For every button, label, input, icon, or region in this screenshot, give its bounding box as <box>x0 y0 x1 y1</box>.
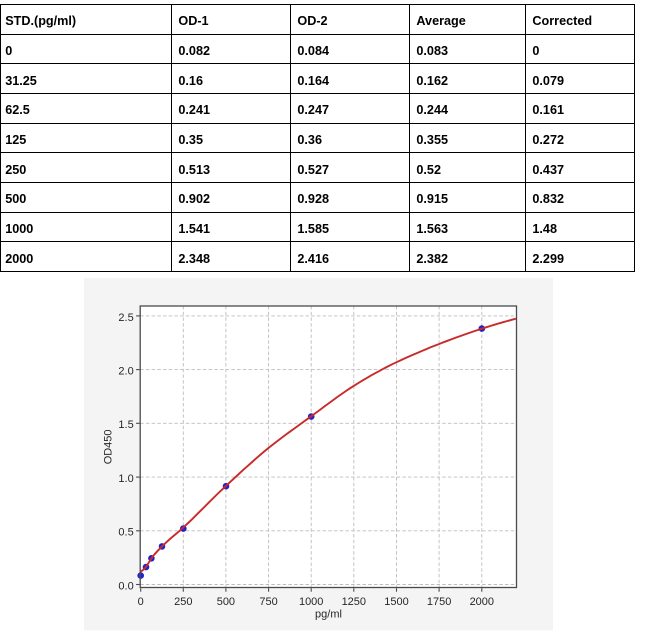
svg-text:2.0: 2.0 <box>118 366 133 378</box>
svg-text:1.0: 1.0 <box>118 473 133 485</box>
svg-text:2000: 2000 <box>470 596 494 608</box>
svg-text:OD450: OD450 <box>102 429 114 464</box>
svg-text:0: 0 <box>138 596 144 608</box>
svg-text:1750: 1750 <box>427 596 451 608</box>
svg-text:1000: 1000 <box>299 596 323 608</box>
svg-text:500: 500 <box>217 596 235 608</box>
svg-text:pg/ml: pg/ml <box>315 608 342 620</box>
svg-text:250: 250 <box>174 596 192 608</box>
svg-text:1500: 1500 <box>384 596 408 608</box>
svg-text:1.5: 1.5 <box>118 419 133 431</box>
svg-text:2.5: 2.5 <box>118 312 133 324</box>
svg-text:0.5: 0.5 <box>118 527 133 539</box>
svg-text:750: 750 <box>259 596 277 608</box>
svg-text:1250: 1250 <box>342 596 366 608</box>
svg-text:0.0: 0.0 <box>118 580 133 592</box>
